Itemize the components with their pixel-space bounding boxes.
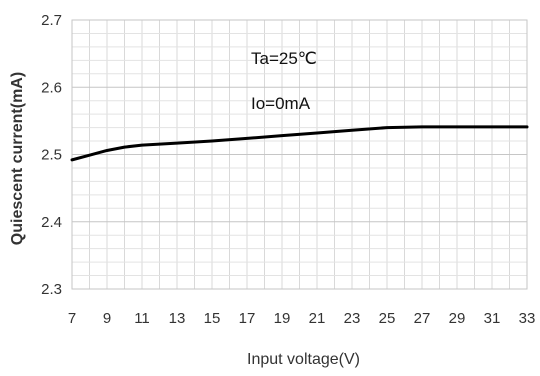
series-lines	[70, 125, 529, 162]
y-tick-label: 2.3	[41, 281, 62, 298]
plot-border	[71, 19, 528, 290]
x-tick-label: 15	[204, 310, 221, 327]
y-axis-label: Quiescent current(mA)	[9, 72, 26, 245]
x-tick-labels: 7 9 11 13 15 17 19 21 23 25 27 29 31 33	[68, 310, 536, 327]
annotation-temperature: Ta=25℃	[251, 49, 317, 68]
x-tick-label: 27	[414, 310, 431, 327]
x-tick-label: 7	[68, 310, 76, 327]
x-tick-label: 9	[103, 310, 111, 327]
x-tick-label: 31	[484, 310, 501, 327]
x-tick-label: 33	[519, 310, 536, 327]
x-tick-label: 11	[134, 310, 150, 327]
x-tick-label: 23	[344, 310, 361, 327]
x-tick-label: 17	[239, 310, 256, 327]
x-tick-label: 25	[379, 310, 396, 327]
series-line	[70, 125, 529, 162]
x-tick-label: 19	[274, 310, 291, 327]
y-tick-labels: 2.3 2.4 2.5 2.6 2.7	[41, 12, 62, 298]
y-tick-label: 2.6	[41, 79, 62, 96]
y-tick-label: 2.7	[41, 12, 62, 29]
grid	[71, 19, 528, 290]
x-axis-label: Input voltage(V)	[247, 351, 360, 368]
x-tick-label: 29	[449, 310, 466, 327]
x-tick-label: 13	[169, 310, 186, 327]
x-tick-label: 21	[309, 310, 326, 327]
y-tick-label: 2.5	[41, 147, 62, 164]
annotation-output-current: Io=0mA	[251, 94, 311, 113]
y-tick-label: 2.4	[41, 214, 62, 231]
